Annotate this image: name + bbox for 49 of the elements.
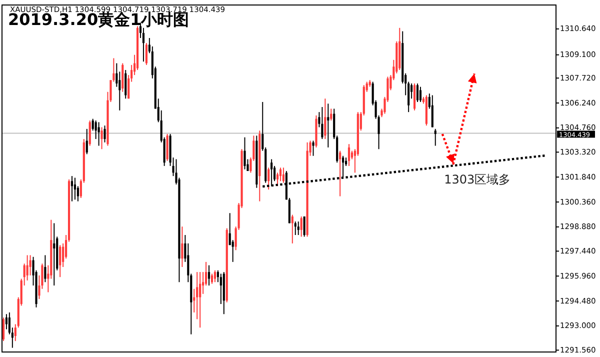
candlestick — [5, 314, 8, 330]
candlestick — [419, 86, 422, 102]
candlestick — [59, 244, 62, 278]
candlestick — [330, 108, 332, 121]
candlestick — [122, 62, 124, 92]
candlestick — [53, 222, 56, 286]
candlestick — [199, 272, 202, 328]
candlestick — [294, 221, 296, 236]
candlestick — [282, 167, 285, 184]
candlestick — [104, 125, 106, 143]
candlestick — [210, 273, 214, 284]
candlestick — [220, 273, 222, 305]
candlestick — [166, 133, 168, 162]
candlestick — [279, 167, 282, 182]
candlestick — [303, 216, 306, 238]
candlestick — [434, 128, 436, 146]
candlestick — [214, 270, 216, 283]
annotation: 1303区域多 — [444, 172, 511, 187]
candlestick — [321, 106, 324, 140]
candlestick — [88, 120, 91, 146]
candlestick — [74, 177, 76, 200]
candlestick — [413, 82, 416, 111]
candlestick — [124, 69, 127, 100]
candlestick — [2, 316, 5, 342]
candlestick — [98, 122, 100, 146]
candlestick — [297, 221, 300, 236]
candlestick — [196, 272, 198, 320]
candlestick — [270, 158, 273, 187]
candlestick — [142, 27, 145, 62]
candlestick — [86, 128, 88, 155]
candlestick — [416, 82, 419, 102]
candlestick — [348, 144, 350, 166]
candlestick — [327, 103, 330, 148]
candlestick — [268, 167, 270, 190]
candlestick — [244, 136, 246, 170]
candlestick — [145, 42, 148, 66]
candlestick — [26, 254, 28, 281]
candlestick — [431, 94, 434, 128]
candlestick — [291, 214, 294, 244]
candlestick — [324, 98, 326, 140]
candlestick — [312, 140, 314, 156]
candlestick — [342, 155, 344, 178]
candlestick — [300, 216, 302, 238]
candlestick — [70, 176, 74, 202]
candlestick — [208, 264, 210, 286]
candlestick — [100, 126, 103, 150]
candlestick — [339, 150, 342, 197]
candlestick — [181, 226, 184, 268]
candlestick — [44, 254, 46, 283]
